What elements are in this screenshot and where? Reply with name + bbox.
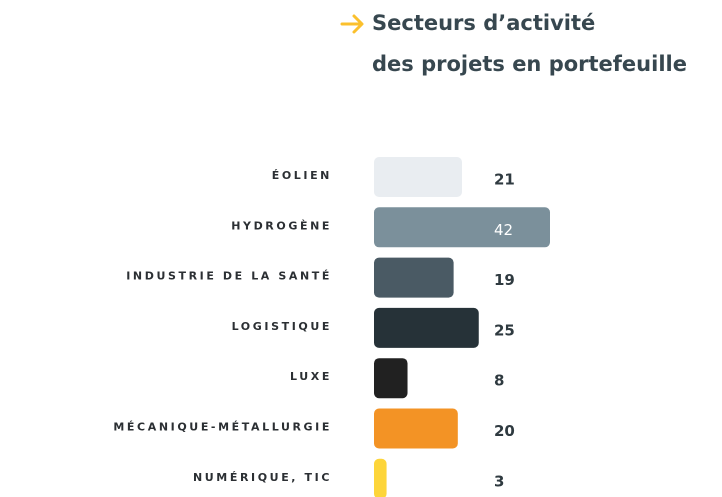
value-label: 8: [494, 372, 504, 390]
value-label: 20: [494, 422, 515, 440]
bar: [374, 458, 387, 497]
value-label: 21: [494, 171, 515, 189]
bar: [374, 157, 462, 197]
category-label: LOGISTIQUE: [232, 320, 332, 333]
category-label: LUXE: [290, 370, 332, 383]
chart-title: des projets en portefeuille: [372, 52, 687, 76]
category-label: INDUSTRIE DE LA SANTÉ: [126, 270, 332, 283]
bar: [374, 207, 550, 248]
category-label: ÉOLIEN: [272, 169, 332, 182]
bar: [374, 257, 454, 298]
title-arrow: [340, 14, 364, 34]
value-label: 25: [494, 321, 515, 339]
category-label: NUMÉRIQUE, TIC: [193, 471, 332, 484]
bar: [374, 358, 408, 399]
value-label: 3: [494, 472, 504, 490]
bar: [374, 307, 479, 348]
category-label: MÉCANIQUE-MÉTALLURGIE: [113, 421, 332, 434]
value-label: 19: [494, 271, 515, 289]
chart-title: Secteurs d’activité: [372, 11, 595, 35]
bar: [374, 408, 458, 449]
value-label: 42: [494, 221, 513, 239]
category-label: HYDROGÈNE: [231, 219, 332, 232]
